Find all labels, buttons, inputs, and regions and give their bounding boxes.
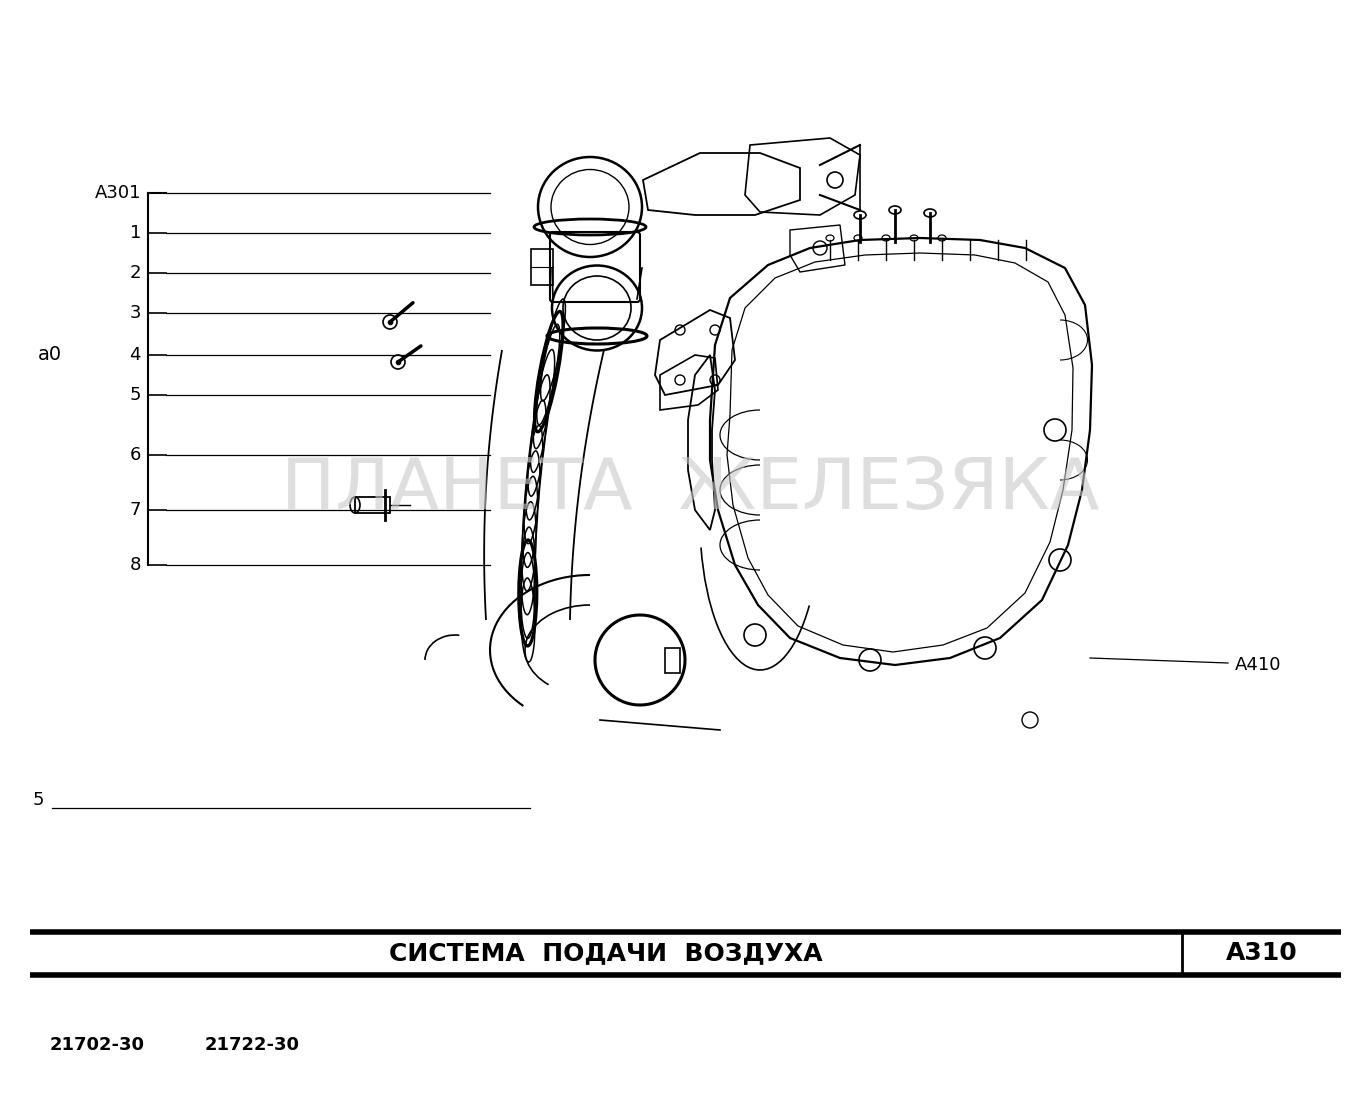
Bar (355, 497, 389, 513)
Text: 5: 5 (129, 386, 141, 404)
Text: А310: А310 (1226, 942, 1297, 965)
Text: 8: 8 (130, 556, 141, 574)
Text: 7: 7 (129, 502, 141, 519)
Text: 21702-30: 21702-30 (49, 1036, 145, 1054)
Text: ПЛАНЕТА  ЖЕЛЕЗЯКА: ПЛАНЕТА ЖЕЛЕЗЯКА (281, 456, 1100, 525)
Text: СИСТЕМА  ПОДАЧИ  ВОЗДУХА: СИСТЕМА ПОДАЧИ ВОЗДУХА (389, 942, 823, 965)
Text: 21722-30: 21722-30 (206, 1036, 300, 1054)
Bar (531, 249, 553, 285)
Text: А410: А410 (1235, 656, 1282, 674)
Text: 4: 4 (129, 346, 141, 364)
Text: а0: а0 (38, 346, 62, 365)
Bar (665, 648, 680, 673)
Text: 3: 3 (129, 304, 141, 322)
Text: 1: 1 (130, 224, 141, 242)
Text: 2: 2 (129, 264, 141, 282)
Text: 5: 5 (33, 791, 44, 810)
Text: 6: 6 (130, 446, 141, 464)
Text: А301: А301 (95, 183, 141, 202)
